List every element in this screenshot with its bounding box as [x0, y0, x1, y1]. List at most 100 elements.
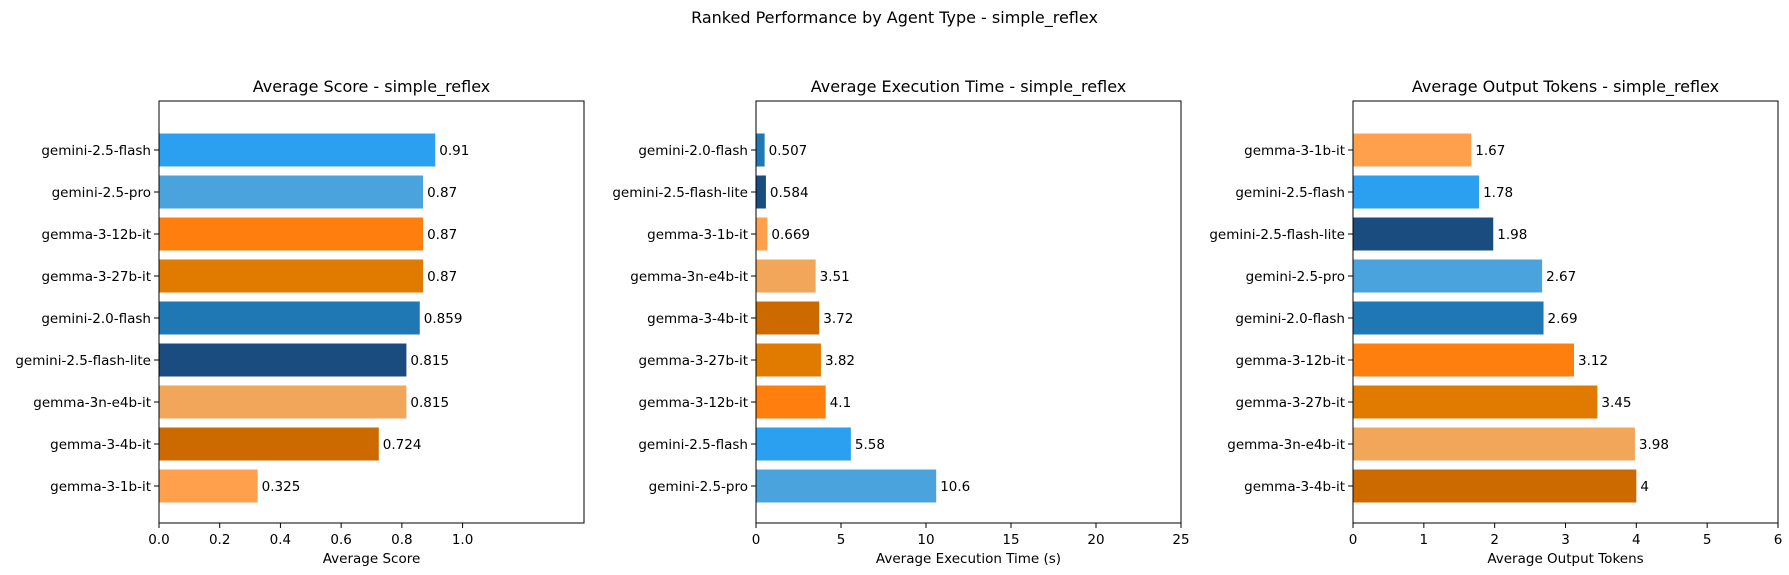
x-tick-label: 0.8 — [391, 532, 412, 548]
category-label: gemini-2.5-pro — [649, 479, 748, 495]
data-label: 0.91 — [439, 143, 469, 159]
category-label: gemma-3n-e4b-it — [630, 269, 748, 285]
chart-title: Average Execution Time - simple_reflex — [811, 77, 1126, 97]
data-label: 1.98 — [1497, 227, 1527, 243]
bar — [159, 133, 436, 167]
category-label: gemma-3n-e4b-it — [1227, 437, 1345, 453]
bar — [1353, 469, 1637, 503]
category-label: gemma-3-27b-it — [1236, 395, 1345, 411]
x-axis-label: Average Score — [323, 551, 421, 567]
category-label: gemma-3-4b-it — [50, 437, 151, 453]
data-label: 2.67 — [1546, 269, 1576, 285]
bar — [1353, 343, 1574, 377]
x-tick-label: 20 — [1087, 532, 1104, 548]
x-tick-label: 5 — [837, 532, 846, 548]
data-label: 3.12 — [1578, 353, 1608, 369]
data-label: 0.507 — [769, 143, 808, 159]
x-tick-label: 0.0 — [148, 532, 169, 548]
category-label: gemini-2.5-flash-lite — [15, 353, 151, 369]
data-label: 0.87 — [427, 185, 457, 201]
category-label: gemma-3-4b-it — [647, 311, 748, 327]
category-label: gemini-2.5-pro — [52, 185, 151, 201]
bar — [1353, 301, 1544, 335]
bar — [1353, 133, 1472, 167]
category-label: gemma-3-12b-it — [1236, 353, 1345, 369]
category-label: gemini-2.0-flash — [638, 143, 748, 159]
category-label: gemini-2.0-flash — [41, 311, 151, 327]
bar — [1353, 259, 1543, 293]
x-tick-label: 10 — [917, 532, 934, 548]
x-tick-label: 0.2 — [209, 532, 230, 548]
x-tick-label: 4 — [1632, 532, 1641, 548]
chart-panel-2: Average Execution Time - simple_reflexge… — [612, 77, 1189, 567]
category-label: gemini-2.5-flash — [41, 143, 151, 159]
category-label: gemma-3-1b-it — [647, 227, 748, 243]
data-label: 3.98 — [1639, 437, 1669, 453]
x-tick-label: 0.6 — [330, 532, 351, 548]
category-label: gemma-3n-e4b-it — [33, 395, 151, 411]
data-label: 3.51 — [820, 269, 850, 285]
bar — [756, 385, 826, 419]
category-label: gemma-3-12b-it — [639, 395, 748, 411]
category-label: gemini-2.5-pro — [1246, 269, 1345, 285]
data-label: 0.859 — [424, 311, 463, 327]
x-tick-label: 1.0 — [452, 532, 473, 548]
category-label: gemma-3-1b-it — [50, 479, 151, 495]
x-tick-label: 2 — [1490, 532, 1499, 548]
category-label: gemma-3-1b-it — [1244, 143, 1345, 159]
bar — [756, 133, 765, 167]
figure-suptitle: Ranked Performance by Agent Type - simpl… — [691, 8, 1098, 27]
data-label: 3.72 — [823, 311, 853, 327]
bar — [1353, 427, 1635, 461]
category-label: gemma-3-4b-it — [1244, 479, 1345, 495]
data-label: 0.325 — [262, 479, 301, 495]
data-label: 0.584 — [770, 185, 809, 201]
x-tick-label: 0.4 — [270, 532, 291, 548]
x-tick-label: 6 — [1774, 532, 1783, 548]
x-tick-label: 5 — [1703, 532, 1712, 548]
bar — [756, 175, 766, 209]
category-label: gemma-3-27b-it — [639, 353, 748, 369]
data-label: 4 — [1640, 479, 1649, 495]
data-label: 10.6 — [940, 479, 970, 495]
data-label: 0.724 — [383, 437, 422, 453]
data-label: 0.87 — [427, 227, 457, 243]
data-label: 3.82 — [825, 353, 855, 369]
bar — [1353, 175, 1480, 209]
x-tick-label: 1 — [1420, 532, 1429, 548]
category-label: gemini-2.5-flash-lite — [1209, 227, 1345, 243]
category-label: gemini-2.5-flash-lite — [612, 185, 748, 201]
bar — [159, 469, 258, 503]
bar — [756, 469, 937, 503]
chart-panel-1: Average Score - simple_reflex gemini-2.5-… — [15, 77, 585, 567]
x-tick-label: 3 — [1561, 532, 1570, 548]
data-label: 0.815 — [410, 353, 449, 369]
bar — [159, 427, 379, 461]
bar — [159, 301, 420, 335]
data-label: 1.78 — [1483, 185, 1513, 201]
bar — [1353, 217, 1494, 251]
bar — [159, 217, 424, 251]
data-label: 0.669 — [771, 227, 810, 243]
category-label: gemini-2.5-flash — [638, 437, 748, 453]
x-tick-label: 15 — [1002, 532, 1019, 548]
bar — [756, 301, 820, 335]
x-tick-label: 0 — [752, 532, 761, 548]
x-tick-label: 25 — [1172, 532, 1189, 548]
bar — [1353, 385, 1598, 419]
axes-frame — [158, 100, 585, 524]
bar — [756, 343, 821, 377]
category-label: gemini-2.5-flash — [1235, 185, 1345, 201]
data-label: 5.58 — [855, 437, 885, 453]
x-axis-label: Average Output Tokens — [1487, 551, 1643, 567]
data-label: 1.67 — [1475, 143, 1505, 159]
bar — [159, 385, 407, 419]
x-axis-label: Average Execution Time (s) — [876, 551, 1061, 567]
data-label: 0.87 — [427, 269, 457, 285]
chart-title: Average Output Tokens - simple_reflex — [1412, 77, 1719, 97]
axes-frame — [755, 100, 1182, 524]
data-label: 0.815 — [410, 395, 449, 411]
category-label: gemini-2.0-flash — [1235, 311, 1345, 327]
